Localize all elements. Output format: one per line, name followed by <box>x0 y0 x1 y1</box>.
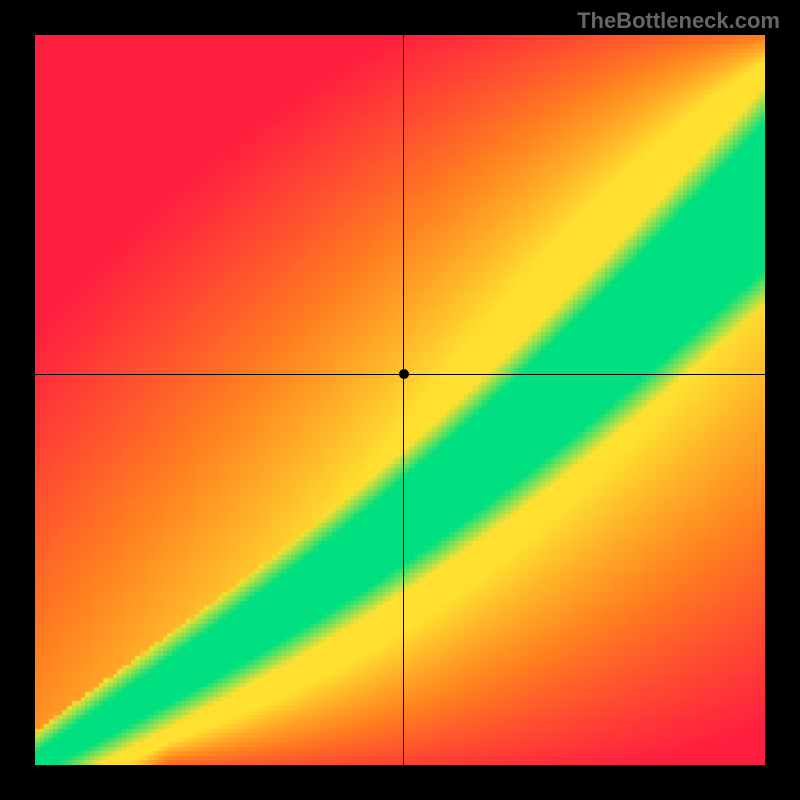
watermark-text: TheBottleneck.com <box>577 8 780 34</box>
crosshair-point <box>399 369 409 379</box>
heatmap-canvas <box>35 35 765 765</box>
chart-frame: TheBottleneck.com <box>0 0 800 800</box>
